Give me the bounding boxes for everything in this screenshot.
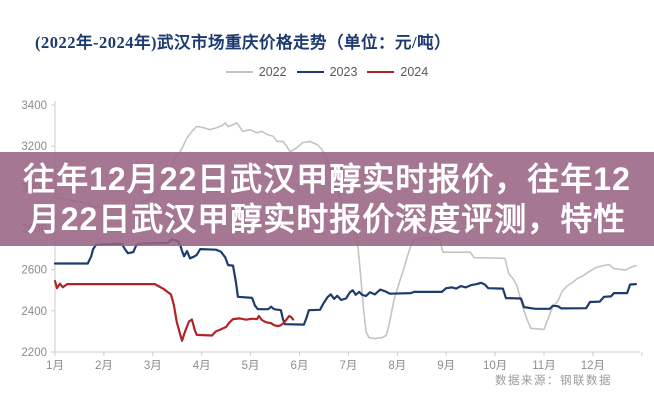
legend-line-2024-icon	[367, 71, 395, 73]
series-line-2023	[53, 238, 638, 326]
y-tick-label: 2600	[21, 265, 47, 277]
y-tick-label: 3400	[21, 100, 47, 112]
series-line-2022	[54, 122, 637, 340]
x-tick-label: 4月	[193, 360, 211, 372]
data-source-note: 数据来源：钢联数据	[495, 375, 612, 387]
chart-legend: 2022 2023 2024	[0, 65, 654, 79]
headline-overlay: 往年12月22日武汉甲醇实时报价，往年12 月22日武汉甲醇实时报价深度评测，特…	[0, 152, 654, 246]
chart-title: (2022年-2024年)武汉市场重庆价格走势（单位：元/吨）	[35, 33, 452, 52]
x-tick-label: 2月	[95, 360, 113, 372]
x-tick-label: 1月	[46, 360, 64, 372]
x-tick-label: 8月	[388, 360, 406, 372]
y-tick-label: 3200	[21, 141, 47, 153]
x-tick-label: 10月	[483, 360, 507, 372]
legend-label-2022: 2022	[258, 65, 287, 79]
y-tick-label: 2200	[21, 347, 47, 359]
legend-label-2023: 2023	[329, 65, 358, 79]
x-tick-label: 11月	[532, 360, 555, 372]
x-tick-label: 6月	[291, 360, 309, 372]
x-tick-label: 9月	[437, 360, 455, 372]
series-line-2024	[53, 279, 295, 342]
legend-line-2022-icon	[225, 71, 253, 73]
legend-item-2022: 2022	[225, 65, 287, 79]
y-tick-label: 2400	[21, 306, 47, 318]
x-tick-label: 7月	[339, 360, 357, 372]
x-tick-label: 3月	[144, 360, 162, 372]
legend-label-2024: 2024	[400, 65, 429, 79]
headline-line-1: 往年12月22日武汉甲醇实时报价，往年12	[23, 161, 631, 197]
legend-item-2023: 2023	[296, 65, 358, 79]
x-tick-label: 12月	[581, 360, 605, 372]
legend-line-2023-icon	[296, 71, 324, 73]
legend-item-2024: 2024	[367, 65, 428, 79]
x-tick-label: 5月	[242, 360, 260, 372]
headline-line-2: 月22日武汉甲醇实时报价深度评测，特性	[27, 201, 627, 237]
